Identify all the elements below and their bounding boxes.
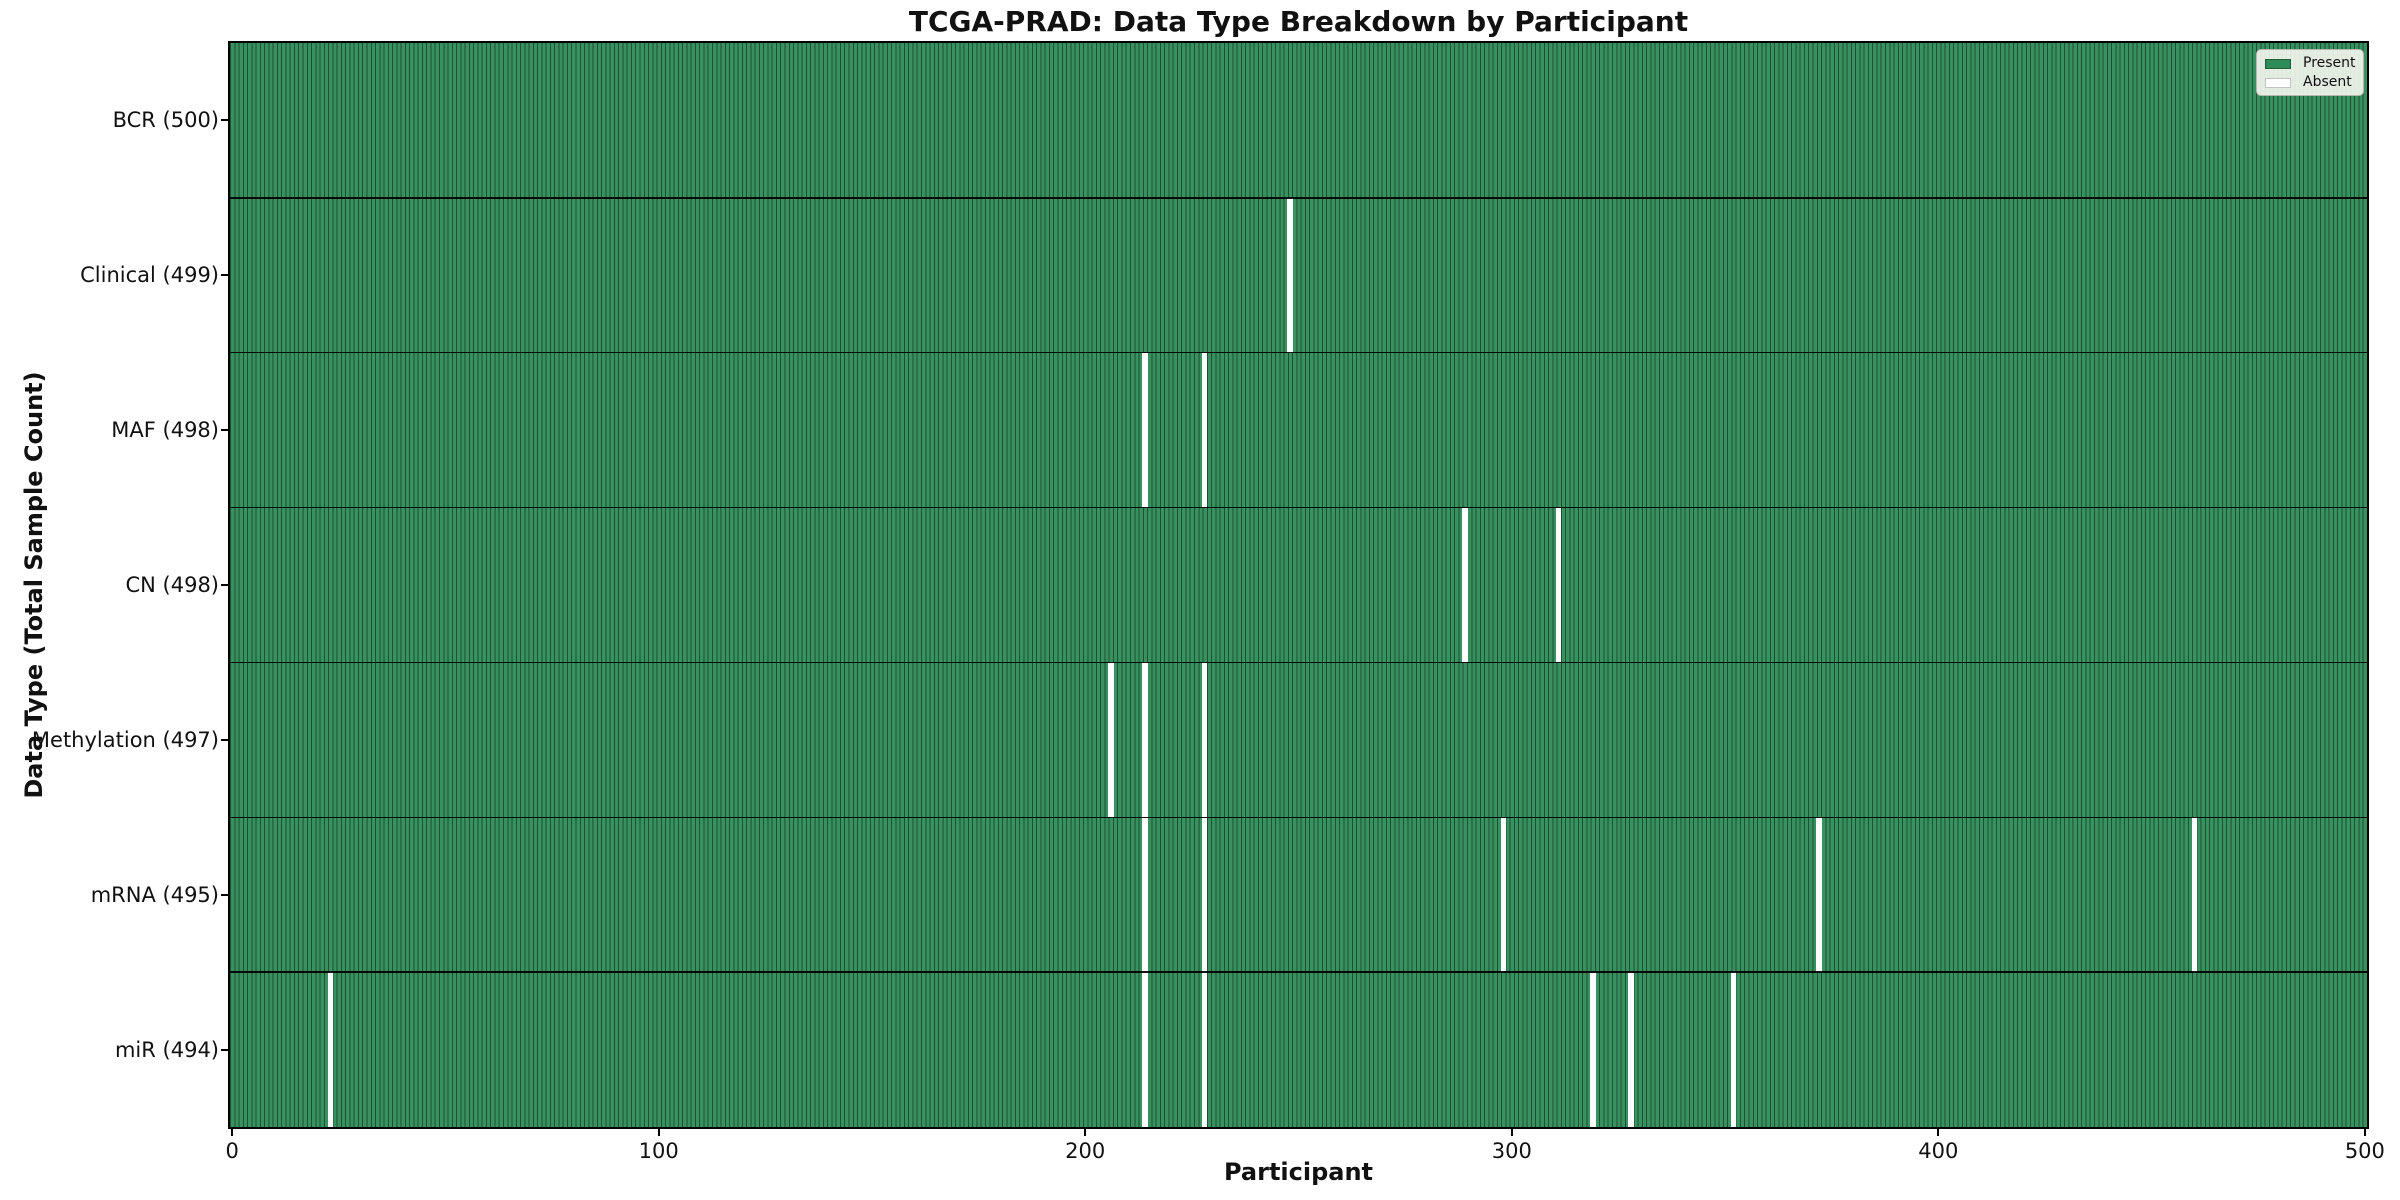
y-tick-mark: [221, 1048, 229, 1051]
legend-entry-present: Present: [2265, 55, 2356, 71]
y-tick-label-bcr: BCR (500): [112, 108, 219, 133]
row-separator: [230, 816, 2367, 819]
absent-gap: [1201, 972, 1208, 1127]
absent-gap: [1590, 972, 1596, 1127]
y-tick-label-mir: miR (494): [114, 1037, 219, 1062]
legend-present-label: Present: [2303, 55, 2356, 71]
y-tick-mark: [221, 893, 229, 896]
data-row-bcr: [230, 43, 2367, 198]
absent-gap: [1142, 662, 1148, 818]
data-row-clinical: [230, 197, 2367, 353]
absent-gap: [1555, 507, 1562, 663]
absent-gap: [1142, 817, 1148, 973]
absent-gap: [1730, 972, 1737, 1127]
data-row-mrna: [230, 817, 2367, 973]
x-tick-mark: [1937, 1128, 1940, 1136]
row-separator: [230, 197, 2367, 199]
x-tick-label: 500: [2344, 1139, 2385, 1163]
data-row-cn: [230, 507, 2367, 663]
absent-gap: [1462, 507, 1468, 663]
x-tick-mark: [2363, 1128, 2366, 1136]
y-tick-label-mrna: mRNA (495): [90, 882, 219, 907]
absent-gap: [1816, 817, 1822, 973]
legend-entry-absent: Absent: [2265, 75, 2355, 90]
x-tick-mark: [657, 1128, 660, 1136]
x-tick-mark: [231, 1128, 234, 1136]
absent-gap: [1142, 352, 1148, 508]
absent-gap: [1108, 662, 1114, 818]
y-tick-label-clinical: Clinical (499): [80, 263, 219, 288]
legend-absent-label: Absent: [2303, 74, 2352, 90]
data-row-maf: [230, 352, 2367, 508]
legend-present-swatch: [2265, 58, 2291, 69]
absent-gap: [1201, 817, 1208, 973]
x-axis-label: Participant: [1223, 1158, 1374, 1186]
y-tick-mark: [221, 584, 229, 586]
absent-gap: [1500, 817, 1506, 973]
absent-gap: [1201, 662, 1208, 818]
row-separator: [230, 506, 2367, 509]
x-tick-label: 200: [1065, 1139, 1106, 1163]
x-tick-mark: [1510, 1128, 1513, 1136]
y-tick-mark: [221, 738, 229, 741]
absent-gap: [1142, 972, 1148, 1127]
data-row-mir: [230, 972, 2367, 1127]
y-tick-label-cn: CN (498): [125, 573, 219, 597]
row-separator: [230, 351, 2367, 354]
row-separator: [230, 661, 2367, 664]
absent-gap: [1201, 352, 1208, 508]
absent-gap: [2191, 817, 2197, 973]
legend: Present Absent: [2256, 49, 2364, 96]
x-tick-label: 0: [225, 1139, 239, 1163]
y-tick-mark: [221, 429, 229, 432]
x-tick-label: 400: [1918, 1139, 1959, 1163]
x-tick-label: 300: [1491, 1139, 1532, 1163]
absent-gap: [327, 972, 333, 1127]
y-tick-label-maf: MAF (498): [111, 418, 219, 443]
x-tick-label: 100: [638, 1139, 679, 1163]
legend-absent-swatch: [2265, 77, 2291, 88]
y-tick-mark: [221, 119, 229, 122]
y-tick-label-methylation: Methylation (497): [31, 727, 219, 752]
absent-gap: [1628, 972, 1634, 1127]
chart-title: TCGA-PRAD: Data Type Breakdown by Partic…: [908, 5, 1689, 38]
row-separator: [230, 971, 2367, 973]
y-tick-mark: [221, 274, 229, 277]
x-tick-mark: [1084, 1128, 1087, 1136]
data-row-methylation: [230, 662, 2367, 818]
absent-gap: [1287, 197, 1293, 353]
